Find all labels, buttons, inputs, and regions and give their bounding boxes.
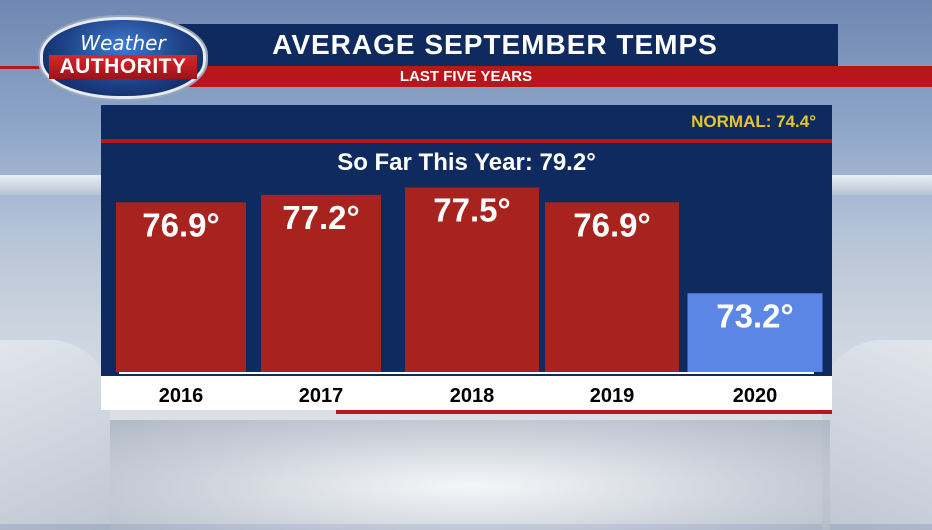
background-curve-left	[0, 340, 110, 530]
x-tick-label-2018: 2018	[450, 385, 495, 407]
bar-value-label-2018: 77.5°	[433, 192, 510, 229]
chart-subtitle: LAST FIVE YEARS	[399, 67, 533, 85]
so-far-this-year-label: So Far This Year: 79.2°	[337, 149, 596, 176]
x-tick-label-2016: 2016	[159, 385, 204, 407]
x-tick-label-2019: 2019	[590, 385, 635, 407]
background-floor	[110, 420, 830, 530]
chart-panel: NORMAL: 74.4° So Far This Year: 79.2° 76…	[101, 105, 832, 410]
bar-value-label-2017: 77.2°	[282, 199, 359, 236]
background-rim-left	[0, 175, 110, 195]
x-tick-label-2020: 2020	[733, 385, 778, 407]
bar-value-label-2016: 76.9°	[142, 206, 219, 243]
bar-2020	[687, 293, 823, 372]
weather-authority-logo: Weather AUTHORITY	[40, 17, 206, 99]
logo-authority-text: AUTHORITY	[49, 55, 197, 79]
background-rim-right	[827, 175, 932, 195]
subtitle-bar: LAST FIVE YEARS	[175, 66, 932, 87]
background-curve-right	[822, 340, 932, 530]
chart-title: AVERAGE SEPTEMBER TEMPS	[272, 29, 718, 60]
title-bar: AVERAGE SEPTEMBER TEMPS	[152, 24, 838, 66]
bar-2016	[116, 202, 246, 372]
bar-2017	[261, 194, 381, 372]
bottom-accent-line	[336, 410, 832, 414]
panel-divider-line	[101, 139, 832, 143]
bar-2019	[545, 202, 679, 372]
bar-value-label-2019: 76.9°	[573, 206, 650, 243]
x-tick-label-2017: 2017	[299, 385, 344, 407]
bar-2018	[405, 187, 539, 372]
normal-temperature-label: NORMAL: 74.4°	[691, 112, 816, 131]
x-axis-strip	[101, 376, 832, 410]
bar-chart: 76.9° 2016 77.2° 2017 77.5° 2018 76.9° 2019 73.2…	[116, 187, 823, 407]
bar-value-label-2020: 73.2°	[716, 297, 793, 334]
logo-weather-text: Weather	[80, 31, 166, 55]
